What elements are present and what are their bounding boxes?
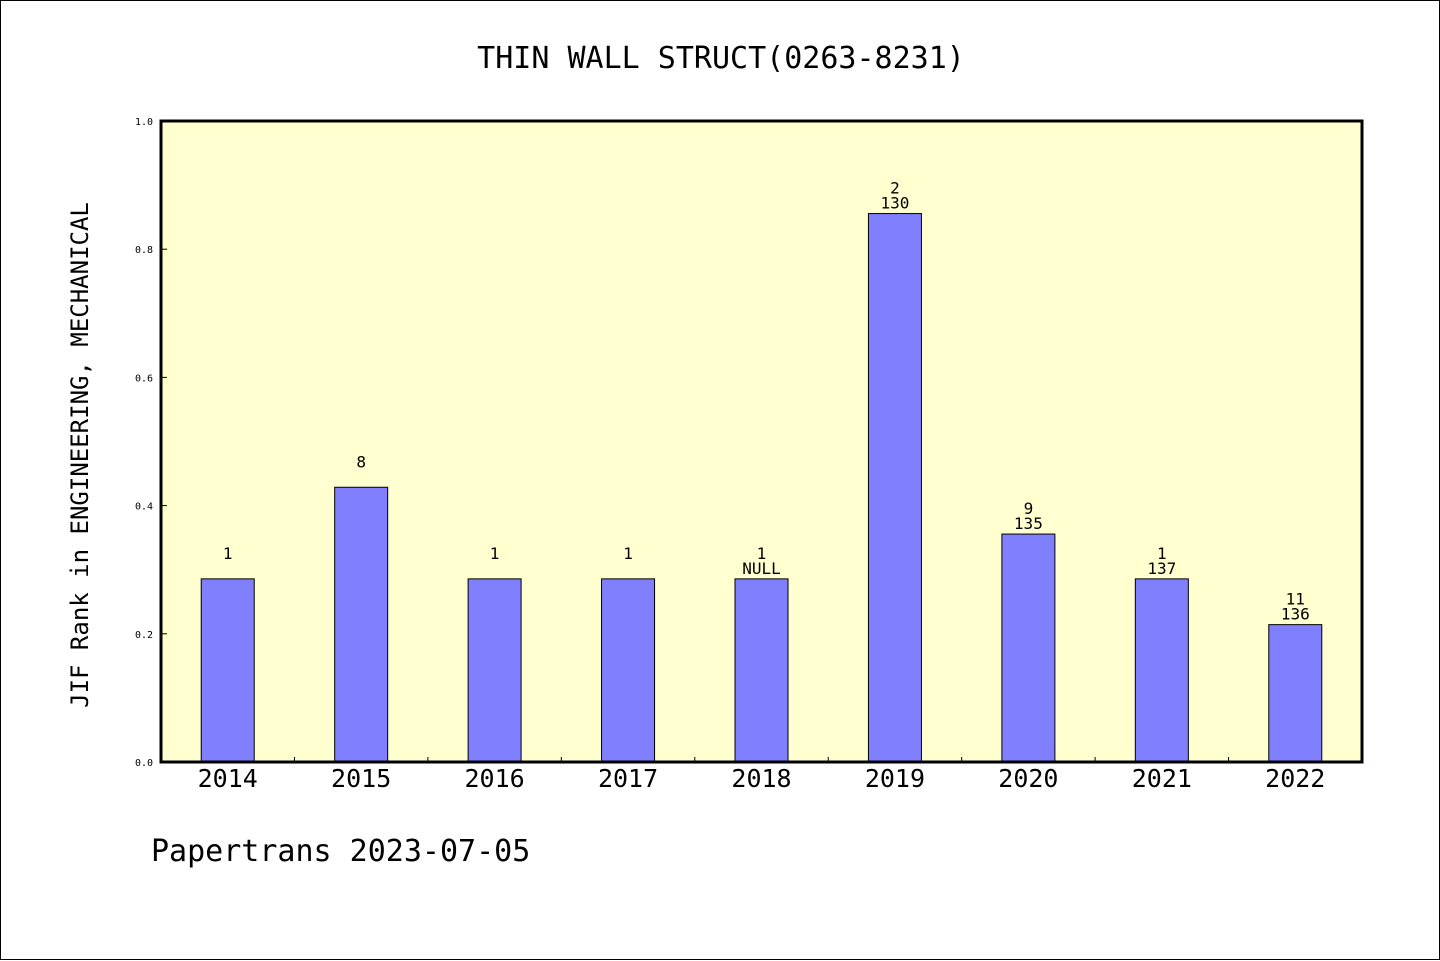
bar-label-rank: 1 (1157, 544, 1167, 563)
x-tick-label: 2018 (731, 764, 791, 793)
x-tick-label: 2019 (865, 764, 925, 793)
y-tick-label: 0.6 (135, 373, 153, 384)
y-tick-label: 1.0 (135, 117, 153, 128)
bar-label-rank: 8 (356, 452, 366, 471)
chart-title: THIN WALL STRUCT(0263-8231) (477, 41, 965, 76)
plot-border (159, 119, 1364, 764)
y-axis-label: JIF Rank in ENGINEERING, MECHANICAL (66, 202, 94, 708)
bar-2020 (1001, 533, 1056, 763)
bar-2015 (334, 486, 389, 763)
bar-2017 (601, 578, 656, 763)
x-tick-label: 2017 (598, 764, 658, 793)
y-tick-label: 0.2 (135, 630, 153, 641)
bar-2022 (1268, 624, 1323, 763)
bar-2021 (1134, 578, 1189, 763)
x-tick-label: 2021 (1132, 764, 1192, 793)
bar-label-rank: 11 (1286, 590, 1305, 609)
bar-label-total: 130 (880, 194, 909, 213)
footer-credit: Papertrans 2023-07-05 (151, 834, 531, 869)
bar-2018 (734, 578, 789, 763)
x-tick-label: 2016 (465, 764, 525, 793)
bar-label-rank: 1 (623, 544, 633, 563)
bar-2016 (467, 578, 522, 763)
bar-label-total: 137 (1147, 559, 1176, 578)
bars-layer (200, 213, 1323, 763)
x-tick-label: 2020 (998, 764, 1058, 793)
bar-label-rank: 1 (490, 544, 500, 563)
bar-label-rank: 1 (223, 544, 233, 563)
bar-2019 (867, 213, 922, 763)
bar-2014 (200, 578, 255, 763)
x-tick-label: 2014 (198, 764, 258, 793)
x-axis-ticks: 2014 2015 2016 2017 2018 2019 2020 2021 2022 (198, 757, 1325, 793)
y-tick-label: 0.8 (135, 245, 153, 256)
bar-label-rank: 1 (757, 544, 767, 563)
bar-label-rank: 2 (890, 179, 900, 198)
bar-label-rank: 9 (1024, 499, 1034, 518)
y-tick-label: 0.4 (135, 502, 153, 513)
x-tick-label: 2022 (1265, 764, 1325, 793)
bar-label-total: 135 (1014, 514, 1043, 533)
x-tick-label: 2015 (331, 764, 391, 793)
bar-label-total: NULL (742, 559, 781, 578)
y-tick-label: 0.0 (135, 758, 153, 769)
bar-label-total: 136 (1281, 605, 1310, 624)
